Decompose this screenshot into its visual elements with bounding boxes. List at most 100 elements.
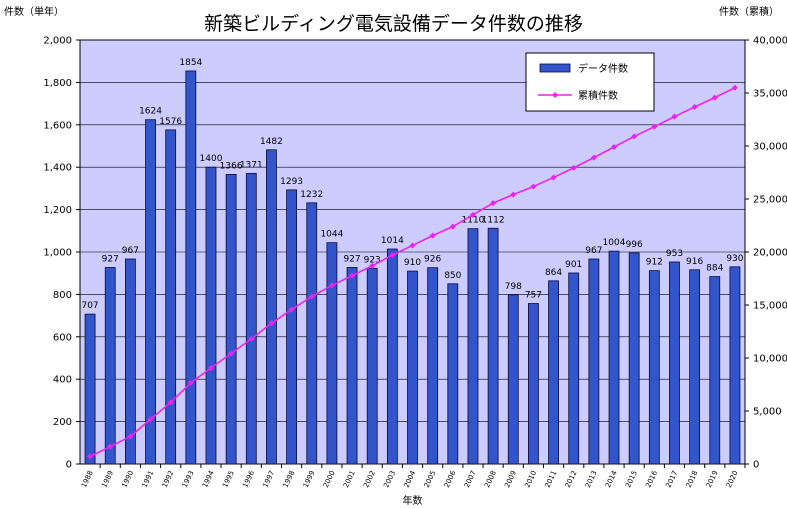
bar-value-label: 1576 [159,117,182,127]
bar-value-label: 1112 [482,215,505,225]
bar-value-label: 923 [364,255,381,265]
x-tick-label: 1988 [80,469,95,489]
y-tick-label: 200 [53,417,72,428]
x-tick-label: 1990 [120,469,135,489]
y-tick-label: 0 [66,460,72,471]
x-tick-label: 2004 [403,469,418,489]
bar-value-label: 864 [545,268,562,278]
bar-2018 [689,269,701,465]
cumulative-point [268,320,275,327]
bar-value-label: 967 [122,246,139,256]
bar-1988 [84,313,96,465]
bar-1999 [306,202,318,465]
bar-value-label: 926 [424,255,441,265]
bar-1993 [185,70,197,465]
bar-value-label: 1624 [139,107,162,117]
x-tick-label: 2010 [523,469,538,489]
cumulative-point [409,242,416,249]
x-tick-label: 2015 [624,469,639,489]
legend-line-marker [552,92,558,98]
bar-2014 [608,250,620,465]
cumulative-point [731,84,738,91]
y2-tick-label: 30,000 [753,142,787,153]
cumulative-point [107,443,114,450]
bar-value-label: 707 [81,301,98,311]
bar-2006 [447,283,459,465]
cumulative-point [490,200,497,207]
bar-value-label: 1232 [300,190,323,200]
cumulative-point [87,453,94,460]
bar-2013 [588,258,600,465]
bar-value-label: 798 [505,282,522,292]
bar-2002 [366,267,378,465]
x-tick-label: 1998 [282,469,297,489]
y2-tick-label: 25,000 [753,195,787,206]
bar-2010 [528,303,539,465]
y-tick-label: 1,200 [43,205,72,216]
bar-2016 [648,270,660,465]
chart-title: 新築ビルディング電気設備データ件数の推移 [204,13,583,35]
legend-label-bars: データ件数 [578,62,628,75]
cumulative-point [349,272,356,279]
x-tick-label: 2005 [423,469,438,489]
x-tick-label: 2020 [725,469,740,489]
bar-value-label: 1014 [381,236,404,246]
legend-bar-swatch [539,63,571,73]
cumulative-point [711,94,718,101]
x-tick-label: 2006 [443,469,458,489]
legend-label-line: 累積件数 [578,89,618,102]
x-tick-label: 2009 [503,469,518,489]
cumulative-point [691,103,698,110]
cumulative-point [369,262,376,269]
bar-1992 [165,129,177,465]
bar-2000 [326,242,338,465]
x-tick-label: 2016 [644,469,659,489]
bar-value-label: 996 [626,240,643,250]
y-tick-label: 400 [53,375,72,386]
y2-tick-label: 35,000 [753,89,787,100]
y2-tick-label: 5,000 [753,407,782,418]
x-tick-label: 2000 [322,469,337,489]
bar-2020 [729,266,741,465]
x-tick-label: 2017 [664,469,679,489]
bar-value-label: 850 [444,271,461,281]
bar-value-label: 953 [666,249,683,259]
cumulative-point [631,133,638,140]
y2-tick-label: 20,000 [753,248,787,259]
x-tick-label: 2011 [544,469,559,489]
x-tick-label: 2008 [483,469,498,489]
bar-2001 [346,267,358,465]
bar-2005 [427,267,439,465]
bar-value-label: 1044 [320,230,343,240]
cumulative-point [671,113,678,120]
bar-2008 [487,227,499,465]
bar-value-label: 967 [585,246,602,256]
x-tick-label: 2001 [342,469,357,489]
bar-value-label: 1110 [462,216,485,226]
y-tick-label: 1,400 [43,163,72,174]
bar-2019 [709,276,721,465]
bar-2003 [386,248,398,465]
bar-value-label: 757 [525,291,542,301]
cumulative-point [469,211,476,218]
legend-box [525,52,655,112]
cumulative-point [550,174,557,181]
cumulative-point [127,433,134,440]
bar-value-label: 912 [646,258,663,268]
x-tick-label: 2003 [382,469,397,489]
bar-2012 [568,272,580,465]
cumulative-point [611,143,618,150]
x-tick-label: 2012 [564,469,579,489]
bar-value-label: 1366 [220,161,243,171]
x-tick-label: 2014 [604,469,619,489]
cumulative-point [187,379,194,386]
bar-value-label: 1371 [240,160,263,170]
x-tick-label: 1994 [201,469,216,489]
bar-value-label: 927 [102,254,119,264]
bar-value-label: 1854 [179,58,202,68]
y2-axis-label: 件数（累積） [719,7,779,18]
x-axis-label: 年数 [403,494,423,507]
cumulative-point [590,154,597,161]
bar-value-label: 930 [726,254,743,264]
